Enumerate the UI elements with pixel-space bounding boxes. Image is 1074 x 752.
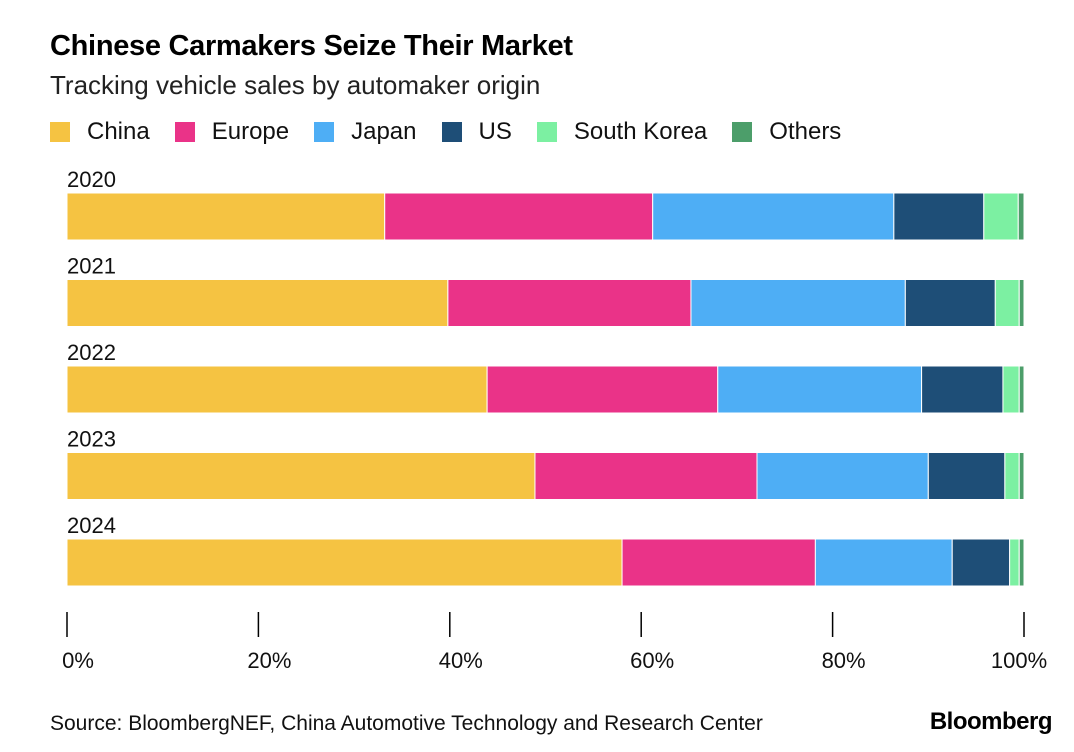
legend-item-south-korea: South Korea — [536, 118, 708, 146]
bar-us-2021 — [904, 279, 996, 327]
bar-japan-2021 — [690, 279, 906, 327]
bar-china-2021 — [66, 279, 449, 327]
x-tick-label-3: 60% — [630, 648, 674, 673]
bar-japan-2024 — [814, 538, 953, 587]
chart-title: Chinese Carmakers Seize Their Market — [50, 30, 573, 62]
bar-south-korea-2022 — [1002, 365, 1020, 414]
legend: China Europe Japan US South Korea Others — [50, 118, 866, 146]
legend-label-us: US — [478, 118, 512, 145]
bar-china-2020 — [66, 192, 386, 241]
bar-us-2020 — [893, 192, 985, 241]
legend-label-japan: Japan — [351, 118, 417, 145]
x-tick-label-4: 80% — [822, 648, 866, 673]
legend-label-south-korea: South Korea — [573, 118, 708, 145]
bar-europe-2020 — [384, 192, 654, 241]
bar-south-korea-2020 — [983, 192, 1019, 241]
chart-subtitle: Tracking vehicle sales by automaker orig… — [50, 70, 541, 100]
legend-label-china: China — [87, 118, 150, 145]
bar-south-korea-2021 — [994, 279, 1020, 327]
x-tick-label-0: 0% — [62, 648, 94, 673]
bar-europe-2023 — [534, 452, 758, 500]
legend-swatch-us — [441, 122, 462, 142]
legend-swatch-japan — [314, 122, 335, 142]
bar-japan-2020 — [652, 192, 895, 241]
legend-swatch-europe — [174, 122, 195, 142]
year-label-2020: 2020 — [67, 167, 116, 192]
bar-south-korea-2024 — [1009, 538, 1020, 587]
legend-swatch-others — [732, 122, 753, 142]
bar-us-2024 — [951, 538, 1011, 587]
x-tick-label-2: 40% — [439, 648, 483, 673]
bar-china-2022 — [66, 365, 488, 414]
bar-others-2021 — [1018, 279, 1025, 327]
legend-swatch-south-korea — [536, 122, 557, 142]
x-tick-label-5: 100% — [991, 648, 1047, 673]
bar-others-2023 — [1018, 452, 1025, 500]
bar-us-2023 — [927, 452, 1006, 500]
bar-europe-2022 — [486, 365, 719, 414]
bar-japan-2022 — [717, 365, 923, 414]
legend-label-europe: Europe — [211, 118, 290, 145]
bar-others-2024 — [1018, 538, 1025, 587]
bar-europe-2021 — [447, 279, 692, 327]
bar-us-2022 — [921, 365, 1004, 414]
bar-china-2023 — [66, 452, 536, 500]
bloomberg-logo: Bloomberg — [929, 708, 1053, 735]
stacked-bar-chart: 2020 2021 2022 2023 2024 0% 20% 40% 60% 80% 100% — [62, 167, 1047, 673]
legend-item-japan: Japan — [314, 118, 417, 146]
legend-label-others: Others — [769, 118, 842, 145]
bar-japan-2023 — [756, 452, 929, 500]
bar-others-2022 — [1018, 365, 1025, 414]
legend-swatch-china — [50, 122, 70, 142]
bar-europe-2024 — [621, 538, 816, 587]
year-label-2021: 2021 — [67, 254, 116, 279]
bar-others-2020 — [1017, 192, 1025, 241]
legend-item-china: China — [50, 118, 150, 146]
x-tick-label-1: 20% — [247, 648, 291, 673]
year-label-2024: 2024 — [67, 513, 116, 538]
year-label-2022: 2022 — [67, 340, 116, 365]
bar-china-2024 — [66, 538, 623, 587]
source-note: Source: BloombergNEF, China Automotive T… — [50, 712, 763, 735]
bar-south-korea-2023 — [1004, 452, 1020, 500]
legend-item-europe: Europe — [174, 118, 290, 146]
year-label-2023: 2023 — [67, 427, 116, 452]
legend-item-others: Others — [732, 118, 841, 146]
legend-item-us: US — [441, 118, 512, 146]
